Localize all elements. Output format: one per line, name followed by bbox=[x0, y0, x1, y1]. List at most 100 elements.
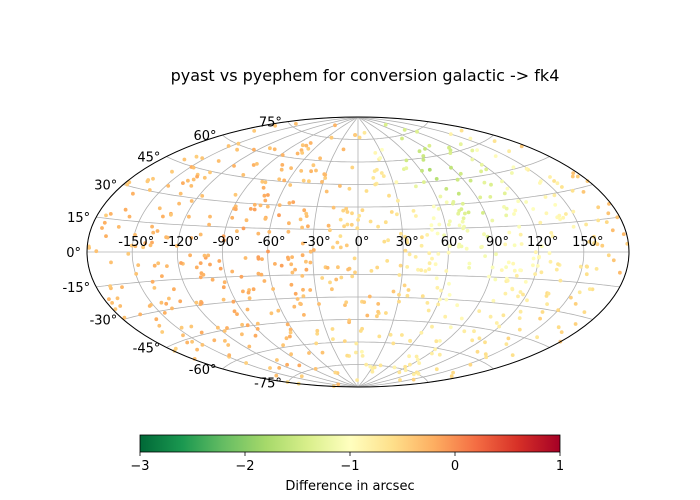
data-point bbox=[277, 366, 282, 370]
data-point bbox=[402, 283, 407, 288]
data-point bbox=[118, 304, 123, 308]
data-point bbox=[104, 213, 108, 218]
data-point bbox=[444, 297, 449, 302]
data-point bbox=[552, 193, 557, 198]
data-point bbox=[141, 245, 146, 250]
data-point bbox=[422, 180, 426, 185]
data-point bbox=[459, 128, 464, 133]
data-point bbox=[558, 278, 563, 283]
data-point bbox=[517, 316, 522, 320]
data-point bbox=[411, 377, 416, 382]
data-point bbox=[113, 307, 118, 311]
data-point bbox=[449, 165, 453, 170]
data-point bbox=[170, 169, 174, 174]
data-point bbox=[458, 142, 463, 147]
data-point bbox=[555, 181, 560, 186]
data-point bbox=[259, 272, 264, 277]
data-point bbox=[221, 297, 226, 302]
chart-title: pyast vs pyephem for conversion galactic… bbox=[171, 66, 560, 85]
data-point bbox=[344, 206, 349, 211]
data-point bbox=[314, 168, 318, 173]
data-point bbox=[375, 265, 380, 270]
data-point bbox=[494, 252, 498, 257]
data-point bbox=[288, 330, 293, 335]
data-point bbox=[301, 287, 305, 292]
data-point bbox=[335, 240, 340, 245]
data-point bbox=[263, 217, 268, 221]
data-point bbox=[115, 296, 120, 301]
lon-tick-label: -60° bbox=[258, 235, 286, 250]
data-point bbox=[423, 269, 428, 273]
data-point bbox=[433, 347, 437, 352]
data-point bbox=[301, 178, 306, 183]
data-point bbox=[593, 240, 598, 245]
data-point bbox=[357, 135, 362, 140]
data-point bbox=[268, 146, 272, 151]
data-point bbox=[126, 252, 131, 256]
data-point bbox=[223, 339, 227, 343]
data-point bbox=[356, 218, 360, 222]
data-point bbox=[430, 324, 434, 329]
data-point bbox=[268, 366, 272, 370]
data-point bbox=[493, 277, 498, 282]
data-point bbox=[561, 215, 566, 220]
data-point bbox=[280, 153, 285, 157]
parallel--15 bbox=[96, 274, 620, 288]
data-point bbox=[459, 207, 464, 212]
data-point bbox=[556, 325, 561, 330]
data-point bbox=[457, 223, 462, 228]
data-point bbox=[210, 277, 215, 282]
data-point bbox=[151, 230, 156, 235]
data-point bbox=[375, 167, 379, 172]
data-point bbox=[558, 217, 562, 222]
data-point bbox=[427, 267, 431, 272]
data-point bbox=[467, 265, 471, 270]
data-point bbox=[621, 232, 626, 237]
data-point bbox=[265, 204, 270, 209]
data-point bbox=[320, 276, 325, 280]
data-point bbox=[404, 158, 409, 163]
data-point bbox=[540, 310, 545, 314]
data-point bbox=[403, 368, 408, 373]
data-point bbox=[324, 189, 329, 194]
data-point bbox=[462, 224, 466, 229]
data-point bbox=[427, 261, 432, 266]
data-point bbox=[437, 352, 442, 357]
data-point bbox=[133, 244, 138, 249]
data-point bbox=[403, 248, 408, 253]
data-point bbox=[531, 263, 535, 268]
data-point bbox=[391, 289, 396, 294]
data-point bbox=[100, 226, 104, 230]
data-point bbox=[376, 309, 380, 314]
data-point bbox=[345, 210, 350, 214]
data-point bbox=[459, 316, 464, 321]
data-point bbox=[280, 163, 285, 167]
data-point bbox=[420, 294, 425, 298]
data-point bbox=[255, 327, 260, 331]
data-point bbox=[482, 180, 487, 185]
data-point bbox=[150, 240, 154, 245]
data-point bbox=[448, 151, 453, 156]
data-point bbox=[384, 311, 388, 315]
data-point bbox=[504, 342, 509, 346]
data-point bbox=[288, 183, 293, 187]
data-point bbox=[167, 296, 171, 301]
data-point bbox=[417, 361, 422, 365]
data-point bbox=[290, 255, 294, 259]
data-point bbox=[272, 147, 277, 152]
data-point bbox=[311, 163, 316, 168]
data-point bbox=[365, 313, 370, 318]
data-point bbox=[505, 278, 510, 283]
data-point bbox=[560, 185, 564, 189]
data-point bbox=[198, 232, 203, 237]
data-point bbox=[512, 212, 516, 216]
colorbar: −3 −2 −1 0 1 Difference in arcsec bbox=[130, 434, 564, 494]
data-point bbox=[405, 265, 410, 269]
data-point bbox=[350, 165, 355, 170]
data-point bbox=[402, 127, 407, 132]
data-point bbox=[538, 181, 542, 185]
data-point bbox=[505, 186, 510, 191]
data-point bbox=[483, 352, 488, 357]
parallel-60 bbox=[222, 134, 494, 163]
data-point bbox=[350, 211, 354, 216]
